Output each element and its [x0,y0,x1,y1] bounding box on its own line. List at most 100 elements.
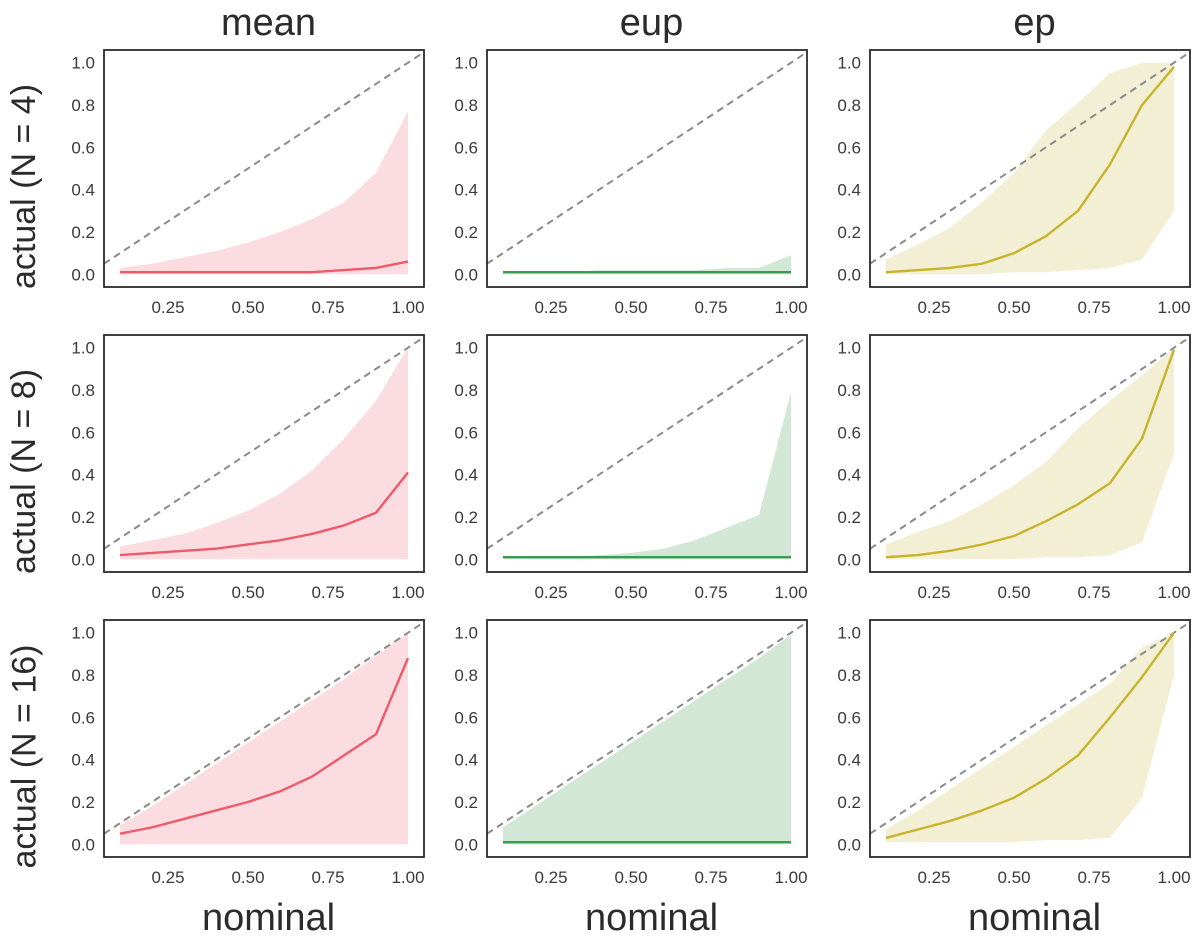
subplot-ep-n4: 0.0 0.2 0.4 0.6 0.8 1.0 0.25 0.50 0.75 1.00 [816,44,1199,329]
svg-text:0.4: 0.4 [454,466,478,485]
svg-text:0.2: 0.2 [837,793,861,812]
svg-text:0.50: 0.50 [231,298,264,317]
svg-text:1.0: 1.0 [837,339,861,358]
svg-text:0.75: 0.75 [1077,868,1110,887]
subplot-eup-n4: 0.0 0.2 0.4 0.6 0.8 1.0 0.25 0.50 0.75 1.00 [433,44,816,329]
svg-text:0.4: 0.4 [837,181,861,200]
svg-text:0.25: 0.25 [917,868,950,887]
svg-text:0.8: 0.8 [837,96,861,115]
svg-text:0.8: 0.8 [71,666,95,685]
svg-text:0.25: 0.25 [917,298,950,317]
svg-text:0.75: 0.75 [1077,583,1110,602]
svg-text:0.0: 0.0 [837,550,861,569]
svg-text:0.75: 0.75 [311,583,344,602]
svg-text:0.2: 0.2 [454,793,478,812]
svg-text:0.50: 0.50 [614,868,647,887]
svg-text:0.4: 0.4 [837,466,861,485]
chart-canvas-mean-n8: 0.0 0.2 0.4 0.6 0.8 1.0 0.25 0.50 0.75 1.00 [71,334,425,602]
svg-text:0.25: 0.25 [151,868,184,887]
bottom-left-spacer [0,899,50,945]
svg-text:0.75: 0.75 [1077,298,1110,317]
svg-text:0.4: 0.4 [837,751,861,770]
row-label-n8: actual (N = 8) [0,329,50,614]
svg-text:1.00: 1.00 [391,868,424,887]
svg-text:0.2: 0.2 [71,223,95,242]
svg-text:0.2: 0.2 [837,223,861,242]
svg-text:0.6: 0.6 [837,708,861,727]
svg-text:0.0: 0.0 [454,265,478,284]
svg-text:0.0: 0.0 [71,835,95,854]
svg-text:0.25: 0.25 [151,583,184,602]
svg-text:0.2: 0.2 [454,223,478,242]
svg-text:0.8: 0.8 [454,666,478,685]
svg-text:1.00: 1.00 [391,583,424,602]
xlabel-ep: nominal [967,897,1102,939]
row-label-n16: actual (N = 16) [0,614,50,899]
svg-text:0.6: 0.6 [71,138,95,157]
row-label-n4-text: actual (N = 4) [5,83,44,290]
column-title-eup: eup [619,2,684,44]
svg-text:0.50: 0.50 [997,298,1030,317]
svg-text:0.50: 0.50 [231,583,264,602]
svg-text:0.6: 0.6 [71,423,95,442]
svg-text:0.2: 0.2 [454,508,478,527]
svg-text:1.0: 1.0 [454,624,478,643]
chart-canvas-mean-n16: 0.0 0.2 0.4 0.6 0.8 1.0 0.25 0.50 0.75 1.00 [71,619,425,887]
svg-text:0.0: 0.0 [71,265,95,284]
svg-text:0.2: 0.2 [71,508,95,527]
svg-text:0.8: 0.8 [454,96,478,115]
svg-text:0.6: 0.6 [837,423,861,442]
svg-text:0.8: 0.8 [71,96,95,115]
svg-text:0.75: 0.75 [694,583,727,602]
chart-canvas-eup-n4: 0.0 0.2 0.4 0.6 0.8 1.0 0.25 0.50 0.75 1.00 [454,49,808,317]
svg-text:0.4: 0.4 [454,751,478,770]
svg-text:0.2: 0.2 [837,508,861,527]
svg-text:1.00: 1.00 [391,298,424,317]
svg-text:1.0: 1.0 [837,54,861,73]
svg-text:0.50: 0.50 [614,583,647,602]
svg-text:0.6: 0.6 [454,138,478,157]
svg-text:0.25: 0.25 [917,583,950,602]
svg-text:1.00: 1.00 [774,298,807,317]
row-label-n4: actual (N = 4) [0,44,50,329]
svg-text:0.4: 0.4 [71,181,95,200]
svg-text:1.0: 1.0 [454,339,478,358]
svg-text:1.0: 1.0 [71,624,95,643]
xlabel-mean: nominal [201,897,336,939]
svg-text:1.00: 1.00 [1157,583,1190,602]
svg-text:0.6: 0.6 [837,138,861,157]
svg-text:0.75: 0.75 [311,298,344,317]
subplot-eup-n16: 0.0 0.2 0.4 0.6 0.8 1.0 0.25 0.50 0.75 1.00 [433,614,816,899]
svg-text:0.4: 0.4 [454,181,478,200]
xlabel-eup: nominal [584,897,719,939]
svg-text:1.0: 1.0 [71,54,95,73]
subplot-mean-n4: 0.0 0.2 0.4 0.6 0.8 1.0 0.25 0.50 0.75 1.00 [50,44,433,329]
svg-text:0.50: 0.50 [997,868,1030,887]
svg-text:0.25: 0.25 [534,868,567,887]
subplot-mean-n16: 0.0 0.2 0.4 0.6 0.8 1.0 0.25 0.50 0.75 1.00 [50,614,433,899]
corner-spacer [0,0,50,44]
svg-text:1.0: 1.0 [837,624,861,643]
svg-text:0.4: 0.4 [71,751,95,770]
row-label-n8-text: actual (N = 8) [5,368,44,575]
svg-text:1.00: 1.00 [774,583,807,602]
svg-text:1.00: 1.00 [774,868,807,887]
column-title-ep: ep [1013,2,1056,44]
svg-text:0.25: 0.25 [534,298,567,317]
svg-text:0.50: 0.50 [231,868,264,887]
subplot-ep-n8: 0.0 0.2 0.4 0.6 0.8 1.0 0.25 0.50 0.75 1.00 [816,329,1199,614]
svg-text:0.0: 0.0 [454,550,478,569]
svg-text:0.25: 0.25 [151,298,184,317]
svg-text:0.50: 0.50 [614,298,647,317]
subplot-ep-n16: 0.0 0.2 0.4 0.6 0.8 1.0 0.25 0.50 0.75 1.00 [816,614,1199,899]
chart-canvas-eup-n8: 0.0 0.2 0.4 0.6 0.8 1.0 0.25 0.50 0.75 1.00 [454,334,808,602]
svg-text:0.8: 0.8 [71,381,95,400]
svg-text:1.0: 1.0 [71,339,95,358]
subplot-mean-n8: 0.0 0.2 0.4 0.6 0.8 1.0 0.25 0.50 0.75 1.00 [50,329,433,614]
svg-text:0.75: 0.75 [311,868,344,887]
svg-text:1.00: 1.00 [1157,868,1190,887]
chart-canvas-eup-n16: 0.0 0.2 0.4 0.6 0.8 1.0 0.25 0.50 0.75 1.00 [454,619,808,887]
svg-text:1.0: 1.0 [454,54,478,73]
svg-text:0.8: 0.8 [837,381,861,400]
